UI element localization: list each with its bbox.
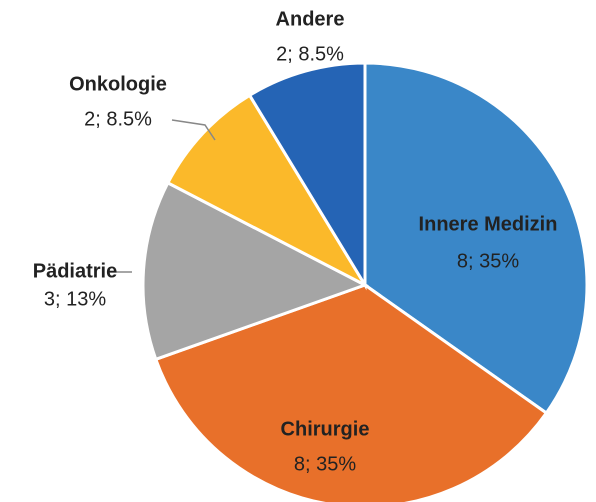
leader-line <box>171 119 216 141</box>
value-label: 8; 35% <box>294 453 356 475</box>
pie-slice <box>165 93 370 289</box>
slice-label: Innere Medizin <box>419 213 558 235</box>
value-label: 2; 8.5% <box>276 43 344 65</box>
slice-label: Onkologie <box>69 73 167 95</box>
slice-label: Andere <box>276 8 345 30</box>
value-label: 8; 35% <box>457 250 519 272</box>
pie-slice <box>141 180 369 362</box>
slice-label: Pädiatrie <box>33 260 117 282</box>
value-label: 3; 13% <box>44 288 106 310</box>
value-label: 2; 8.5% <box>84 108 152 130</box>
slice-label: Chirurgie <box>281 418 370 440</box>
pie-slice <box>153 283 549 502</box>
pie-slice <box>363 61 589 416</box>
pie-slice <box>247 61 367 291</box>
pie <box>141 61 589 502</box>
